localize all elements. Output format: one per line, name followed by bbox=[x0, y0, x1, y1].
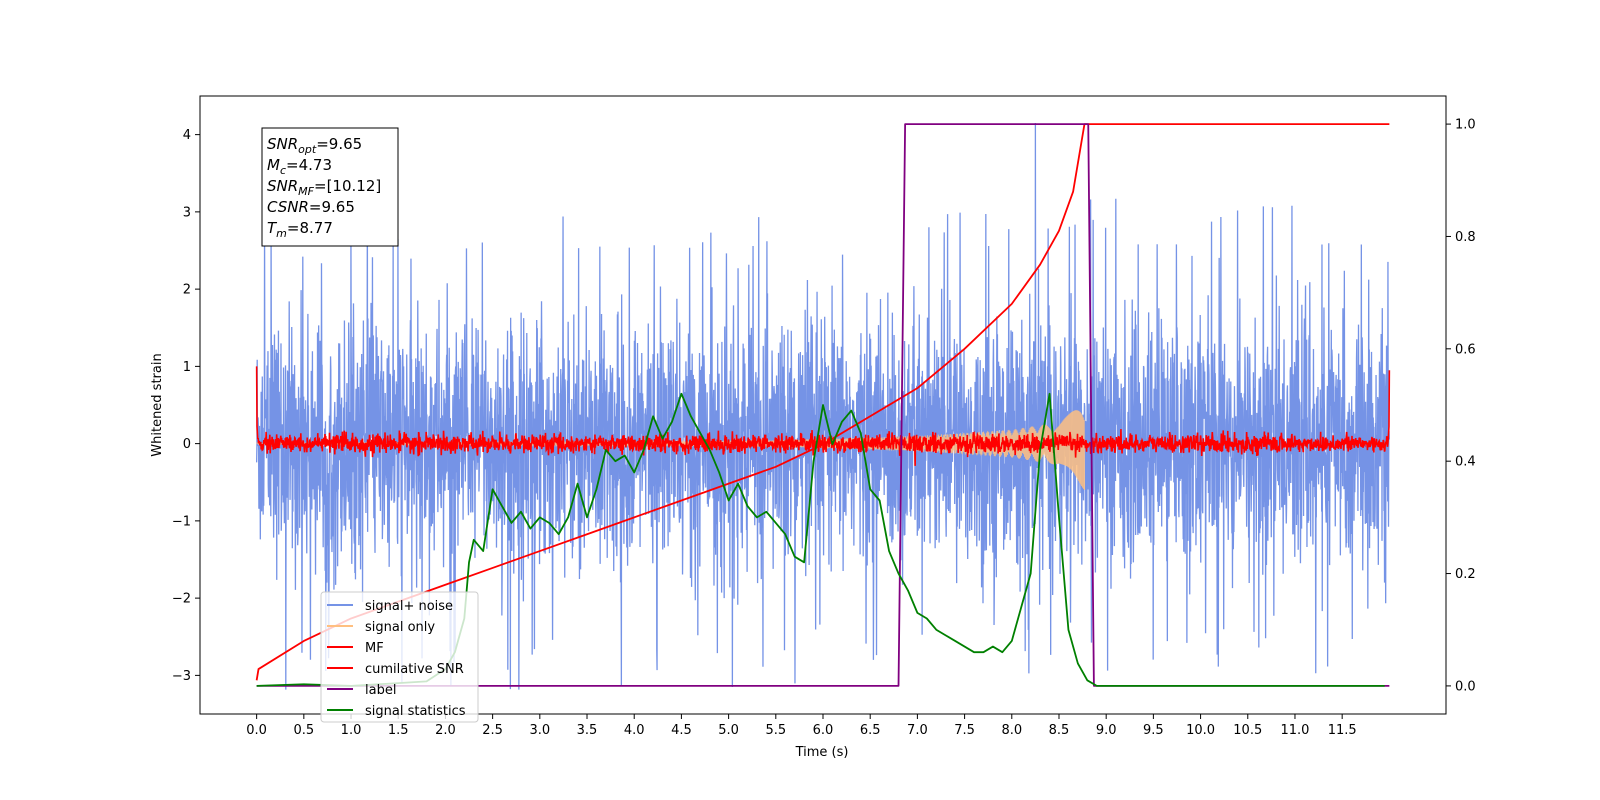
x-tick-label: 0.5 bbox=[293, 723, 314, 738]
x-tick-label: 3.0 bbox=[529, 723, 550, 738]
x-tick-label: 5.0 bbox=[718, 723, 739, 738]
x-tick-label: 7.0 bbox=[907, 723, 928, 738]
y-axis-right: 0.0 0.2 0.4 0.6 0.8 1.0 bbox=[1446, 118, 1476, 694]
x-tick-label: 0.0 bbox=[246, 723, 267, 738]
x-tick-label: 4.0 bbox=[624, 723, 645, 738]
x-tick-label: 2.0 bbox=[435, 723, 456, 738]
y-tick-label: −3 bbox=[172, 669, 191, 684]
annotation-line: CSNR=9.65 bbox=[267, 198, 355, 216]
annotation-box: SNRopt=9.65Mc=4.73SNRMF=[10.12]CSNR=9.65… bbox=[261, 127, 399, 247]
x-tick-label: 2.5 bbox=[482, 723, 503, 738]
legend-entry: signal statistics bbox=[365, 704, 466, 719]
y-tick-label: 4 bbox=[183, 128, 191, 143]
y-tick-label: 1 bbox=[183, 360, 191, 375]
annotation-line: SNRMF=[10.12] bbox=[267, 177, 381, 198]
x-tick-label: 3.5 bbox=[577, 723, 598, 738]
annotation-line: Mc=4.73 bbox=[267, 156, 332, 177]
legend-entry: signal only bbox=[365, 620, 435, 635]
legend-entry: cumilative SNR bbox=[365, 662, 464, 677]
x-tick-label: 5.5 bbox=[765, 723, 786, 738]
y-tick-label: −2 bbox=[172, 592, 191, 607]
y-tick-label: −1 bbox=[172, 514, 191, 529]
x-tick-label: 10.5 bbox=[1233, 723, 1262, 738]
x-tick-label: 8.5 bbox=[1049, 723, 1070, 738]
x-tick-label: 1.0 bbox=[341, 723, 362, 738]
y-tick-label: 2 bbox=[183, 283, 191, 298]
annotation-line: Tm=8.77 bbox=[267, 219, 333, 240]
series-signal-statistics bbox=[256, 392, 1385, 687]
y2-tick-label: 0.8 bbox=[1455, 230, 1476, 245]
x-tick-label: 8.0 bbox=[1001, 723, 1022, 738]
y2-tick-label: 1.0 bbox=[1455, 118, 1476, 133]
y-tick-label: 0 bbox=[183, 437, 191, 452]
x-tick-label: 4.5 bbox=[671, 723, 692, 738]
legend-entry: signal+ noise bbox=[365, 599, 453, 614]
x-tick-label: 9.0 bbox=[1096, 723, 1117, 738]
x-axis-label: Time (s) bbox=[795, 745, 849, 760]
legend-frame bbox=[320, 591, 479, 723]
x-tick-label: 10.0 bbox=[1186, 723, 1215, 738]
y2-tick-label: 0.2 bbox=[1455, 567, 1476, 582]
y-tick-label: 3 bbox=[183, 205, 191, 220]
x-axis: 0.0 0.5 1.0 1.5 2.0 2.5 3.0 3.5 4.0 4.5 5.0 5.5 6.0 6… bbox=[246, 714, 1357, 738]
x-tick-label: 9.5 bbox=[1143, 723, 1164, 738]
legend-entry: label bbox=[365, 683, 396, 698]
annotation-frame bbox=[261, 127, 399, 247]
x-tick-label: 6.5 bbox=[860, 723, 881, 738]
x-tick-label: 7.5 bbox=[954, 723, 975, 738]
legend: signal+ noise signal only MF cumilative SNR… bbox=[320, 591, 479, 723]
series-signal-noise bbox=[255, 123, 1391, 690]
legend-entry: MF bbox=[365, 641, 384, 656]
series-mf bbox=[255, 366, 1391, 466]
x-tick-label: 1.5 bbox=[388, 723, 409, 738]
y2-tick-label: 0.0 bbox=[1455, 679, 1476, 694]
x-tick-label: 6.0 bbox=[813, 723, 834, 738]
x-tick-label: 11.0 bbox=[1280, 723, 1309, 738]
y-axis-label: Whitened strain bbox=[150, 353, 165, 456]
y2-tick-label: 0.4 bbox=[1455, 455, 1476, 470]
y2-tick-label: 0.6 bbox=[1455, 342, 1476, 357]
annotation-line: SNRopt=9.65 bbox=[267, 135, 362, 156]
y-axis-left: −3 −2 −1 0 1 2 3 4 bbox=[172, 128, 200, 684]
x-tick-label: 11.5 bbox=[1328, 723, 1357, 738]
